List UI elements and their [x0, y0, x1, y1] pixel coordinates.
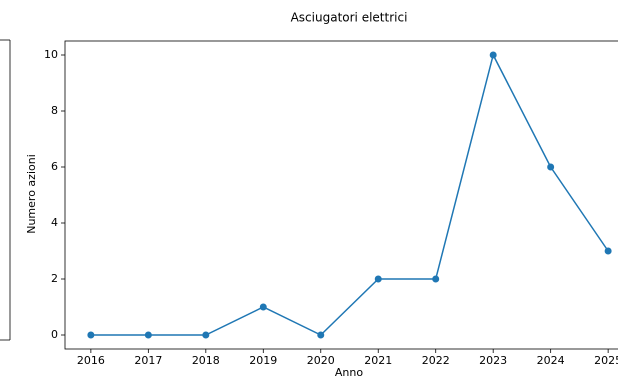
plot-frame	[64, 40, 618, 350]
y-tick-label: 10	[44, 48, 58, 61]
y-axis-label: Numero azioni	[25, 154, 38, 234]
point	[144, 331, 152, 339]
x-tick-label: 2016	[77, 354, 105, 367]
point	[202, 331, 210, 339]
y-tick-label: 0	[51, 328, 58, 341]
point	[259, 303, 267, 311]
point	[547, 163, 555, 171]
x-tick-label: 2018	[192, 354, 220, 367]
point	[374, 275, 382, 283]
y-tick-label: 6	[51, 160, 58, 173]
y-tick-label: 8	[51, 104, 58, 117]
point	[489, 51, 497, 59]
x-tick-label: 2024	[537, 354, 565, 367]
point	[87, 331, 95, 339]
y-tick-label: 4	[51, 216, 58, 229]
x-axis-label: Anno	[335, 366, 363, 377]
x-tick-label: 2020	[307, 354, 335, 367]
x-tick-label: 2017	[134, 354, 162, 367]
x-tick-label: 2021	[364, 354, 392, 367]
x-tick-label: 2025	[594, 354, 618, 367]
chart-title: Asciugatori elettrici	[291, 11, 408, 25]
x-tick-label: 2022	[422, 354, 450, 367]
line	[90, 52, 609, 336]
point	[604, 247, 612, 255]
point	[432, 275, 440, 283]
y-tick-label: 2	[51, 272, 58, 285]
x-tick-label: 2019	[249, 354, 277, 367]
point	[317, 331, 325, 339]
x-tick-label: 2023	[479, 354, 507, 367]
